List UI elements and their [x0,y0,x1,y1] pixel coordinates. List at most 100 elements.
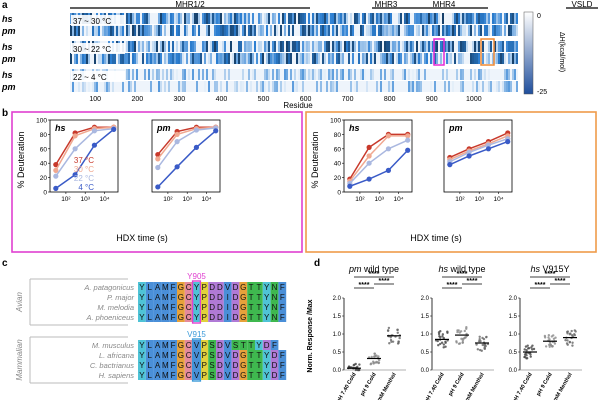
heat-cell [478,25,480,36]
heat-cell [382,13,384,24]
scatter-point [523,355,526,359]
residue-letter: Y [256,341,262,350]
residue-letter: F [171,371,176,380]
heat-cell [290,41,292,52]
heat-cell [452,13,454,24]
heat-cell [342,13,344,24]
plot-title-rest: V915Y [540,264,570,274]
heat-cell [282,41,284,52]
plot-title: hs wild type [438,264,485,274]
heat-cell [428,13,430,24]
heat-cell [404,69,406,80]
heat-cell [384,13,386,24]
residue-letter: D [272,351,278,360]
heat-cell [420,81,422,92]
heat-cell [160,25,162,36]
heat-cell [250,25,252,36]
heat-cell [334,41,336,52]
heat-cell [76,25,78,36]
heat-cell [420,13,422,24]
data-point [174,164,180,170]
heat-cell [128,13,130,24]
heat-cell [378,13,380,24]
heat-cell [70,25,72,36]
heat-cell [148,41,150,52]
heat-cell [336,41,338,52]
heat-cell [128,81,130,92]
species-label: hs [2,14,13,24]
residue-letter: T [256,313,261,322]
residue-tick: 800 [384,96,396,103]
heat-cell [492,13,494,24]
heat-cell [458,25,460,36]
heat-cell [344,41,346,52]
residue-letter: T [249,351,254,360]
heat-cell [134,81,136,92]
residue-letter: F [280,313,285,322]
legend-entry: 4 °C [78,183,94,192]
heat-cell [114,53,116,64]
heat-cell [114,25,116,36]
series-line [449,138,508,163]
mark-y905: Y905 [187,272,206,281]
residue-letter: D [209,293,215,302]
heat-cell [402,41,404,52]
residue-letter: Y [139,303,145,312]
highlight-box-orange [480,38,495,66]
group-label: Avian [15,292,24,313]
residue-letter: F [280,283,285,292]
heat-cell [164,81,166,92]
heat-cell [150,25,152,36]
data-point [366,144,372,150]
heat-cell [130,13,132,24]
sig-stars: **** [457,271,468,278]
scatter-point [372,355,376,358]
heat-cell [500,41,502,52]
heat-cell [148,13,150,24]
residue-letter: A [155,313,161,322]
heat-cell [170,25,172,36]
residue-cell [262,370,271,380]
residue-cell [231,282,240,292]
heat-cell [348,53,350,64]
heat-cell [134,13,136,24]
scatter-point [458,331,462,334]
scatter-point [548,341,552,344]
residue-letter: I [227,293,229,302]
heat-cell [152,53,154,64]
heat-cell [290,13,292,24]
heat-cell [170,53,172,64]
scatter-point [461,341,464,344]
heat-cell [500,25,502,36]
residue-cell [223,292,232,302]
heat-cell [234,53,236,64]
sig-stars: **** [379,278,390,285]
scatter-point [525,354,528,357]
heat-cell [284,81,286,92]
residue-cell [239,282,248,292]
species-name: L. africana [99,351,134,360]
heat-cell [312,69,314,80]
heat-cell [128,41,130,52]
heat-cell [516,13,518,24]
heat-cell [360,69,362,80]
residue-letter: Y [194,313,200,322]
heat-cell [142,53,144,64]
heat-cell [126,25,128,36]
heat-cell [408,81,410,92]
heat-cell [498,13,500,24]
heat-cell [94,25,96,36]
residue-cell [216,292,224,302]
scatter-point [438,342,442,346]
heat-cell [120,53,122,64]
heat-cell [226,13,228,24]
residue-cell [262,282,271,292]
heat-cell [224,53,226,64]
heat-cell [328,53,330,64]
heat-cell [224,41,226,52]
heat-cell [410,81,412,92]
residue-cell [145,350,154,360]
heat-cell [264,13,266,24]
heat-cell [298,53,300,64]
residue-cell [239,292,248,302]
